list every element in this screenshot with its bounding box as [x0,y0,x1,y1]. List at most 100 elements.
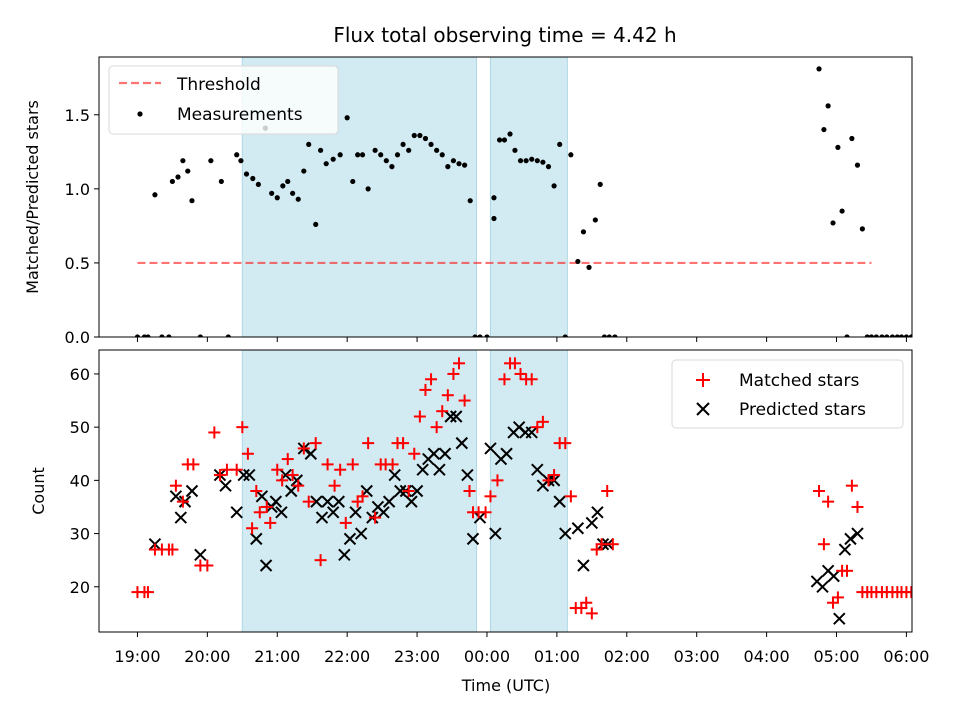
measurement-point [925,334,930,339]
legend-predicted-label: Predicted stars [739,400,866,420]
matched-point [564,490,577,503]
predicted-point [559,527,572,540]
predicted-stroke [466,532,480,546]
predicted-point [255,490,269,503]
bottom-y-tick-label: 20 [70,578,90,597]
predicted-point [500,447,513,460]
predicted-stroke [489,527,502,540]
predicted-point [259,559,273,572]
predicted-stroke [377,506,390,519]
predicted-stroke [275,506,288,519]
predicted-stroke [838,543,852,556]
measurement-point [456,161,462,167]
measurement-point [545,164,552,170]
matched-point [508,357,521,370]
matched-point [514,367,527,380]
measurement-point [344,115,350,121]
measurement-point [601,334,608,337]
predicted-point [354,527,368,540]
measurement-point [540,159,546,165]
predicted-point [833,612,846,625]
matched-point [425,373,438,386]
predicted-point [326,506,340,519]
matched-point [260,500,273,513]
predicted-point [444,410,457,423]
predicted-point [269,495,283,508]
predicted-stroke [450,410,463,423]
matched-point [531,421,544,434]
measurement-point [816,66,822,72]
measurement-point [606,334,612,337]
matched-point [276,474,289,487]
matched-point [141,586,154,599]
predicted-stroke [473,511,487,524]
measurement-point [894,334,900,337]
predicted-point [377,506,390,519]
measurement-point [134,334,141,337]
measurement-point [290,190,296,196]
predicted-stroke [827,569,840,583]
shaded-span [241,349,477,633]
bottom-legend-frame [671,359,904,429]
matched-point [525,373,538,386]
measurement-point [501,137,508,143]
predicted-point [489,527,502,540]
top-axes-frame [98,56,913,338]
predicted-stroke [250,532,263,546]
matched-point [264,516,277,529]
predicted-stroke [455,436,469,450]
predicted-stroke [438,447,452,460]
measurement-point [467,198,473,204]
matched-point [909,591,912,594]
predicted-point [461,468,474,482]
predicted-stroke [844,532,857,546]
matched-point [851,500,864,513]
measurement-point [445,164,451,170]
measurement-point [529,156,535,162]
measurement-point [597,181,603,188]
measurement-point [879,334,885,337]
matched-point [447,367,460,380]
bottom-legend: Matched stars Predicted stars [671,359,904,429]
matched-point [845,479,858,492]
predicted-point [844,532,857,546]
bottom-x-tick-label: 21:00 [254,647,300,666]
predicted-stroke [237,468,250,482]
measurement-point [330,156,336,162]
predicted-point [553,495,566,508]
measurement-point [250,175,256,182]
measurement-point [422,135,429,142]
measurement-point [197,334,203,337]
top-y-axis-label: Matched/Predicted stars [23,100,42,294]
matched-point [453,357,466,370]
measurement-point [428,141,434,148]
predicted-point [591,506,604,519]
bottom-x-tick-label: 03:00 [674,647,720,666]
predicted-point [185,484,199,498]
x-axis-label: Time (UTC) [461,676,550,695]
matched-point [286,469,299,482]
predicted-stroke [332,495,345,508]
matched-point [321,458,334,471]
measurement-point [280,183,286,189]
predicted-point [585,516,599,530]
measurement-point [355,152,361,158]
predicted-point [484,442,497,455]
predicted-stroke [315,511,329,524]
predicted-stroke [269,495,283,508]
matched-point [369,511,382,524]
predicted-point [349,506,362,519]
predicted-stroke [559,527,572,540]
matched-point [498,373,511,386]
measurement-point [575,258,581,265]
measurement-point [189,198,195,204]
matched-point [606,538,619,551]
measurement-point [859,226,865,232]
measurement-point [359,152,366,158]
predicted-stroke [343,532,357,546]
legend-measurements-label: Measurements [177,105,303,125]
predicted-point [838,543,852,556]
predicted-stroke [816,580,829,593]
matched-point [595,538,608,551]
measurement-point [269,190,275,196]
